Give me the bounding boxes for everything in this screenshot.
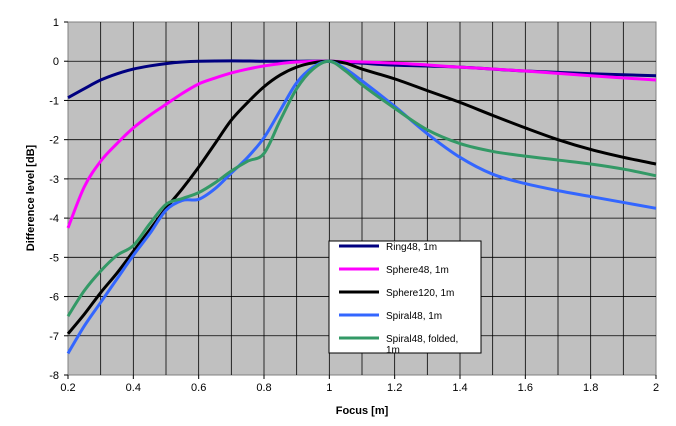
legend-box	[328, 240, 482, 354]
series-line-3	[66, 59, 657, 335]
series-line-2	[66, 59, 657, 229]
x-tick-label: 0.4	[126, 382, 141, 394]
y-tick-label: 1	[53, 17, 59, 29]
x-tick-label: 1	[326, 382, 332, 394]
legend-label: Spiral48, folded,	[386, 334, 458, 345]
series-line-4	[66, 59, 657, 355]
y-tick-label: -2	[49, 135, 59, 147]
legend-label: Sphere48, 1m	[386, 265, 449, 276]
y-tick-label: -4	[49, 213, 59, 225]
x-tick-label: 1.4	[452, 382, 467, 394]
x-axis-ticks: 0.2 0.4 0.6 0.8 1 1.2 1.4 1.6 1.8 2	[60, 375, 659, 394]
legend-label: Sphere120, 1m	[386, 288, 454, 299]
series-line-5	[66, 59, 657, 317]
y-tick-label: -8	[49, 370, 59, 382]
y-tick-label: -5	[49, 252, 59, 264]
legend-label: Ring48, 1m	[386, 242, 437, 253]
x-tick-label: 0.6	[191, 382, 206, 394]
y-tick-label: -6	[49, 292, 59, 304]
x-axis-title: Focus [m]	[336, 405, 389, 417]
legend: Ring48, 1m Sphere48, 1m Sphere120, 1m Spira…	[328, 240, 482, 356]
x-tick-label: 1.6	[518, 382, 533, 394]
x-tick-label: 2	[653, 382, 659, 394]
y-tick-label: -1	[49, 95, 59, 107]
y-tick-label: -3	[49, 174, 59, 186]
x-tick-label: 0.2	[60, 382, 75, 394]
x-tick-label: 0.8	[256, 382, 271, 394]
x-tick-label: 1.8	[583, 382, 598, 394]
y-tick-label: 0	[53, 56, 59, 68]
y-axis-ticks: 1 0 -1 -2 -3 -4 -5 -6 -7 -8	[49, 17, 68, 382]
legend-label-cont: 1m	[386, 345, 400, 356]
y-axis-title: Difference level [dB]	[25, 144, 37, 251]
x-tick-label: 1.2	[387, 382, 402, 394]
y-tick-label: -7	[49, 331, 59, 343]
series-lines	[66, 59, 657, 355]
legend-label: Spiral48, 1m	[386, 311, 442, 322]
